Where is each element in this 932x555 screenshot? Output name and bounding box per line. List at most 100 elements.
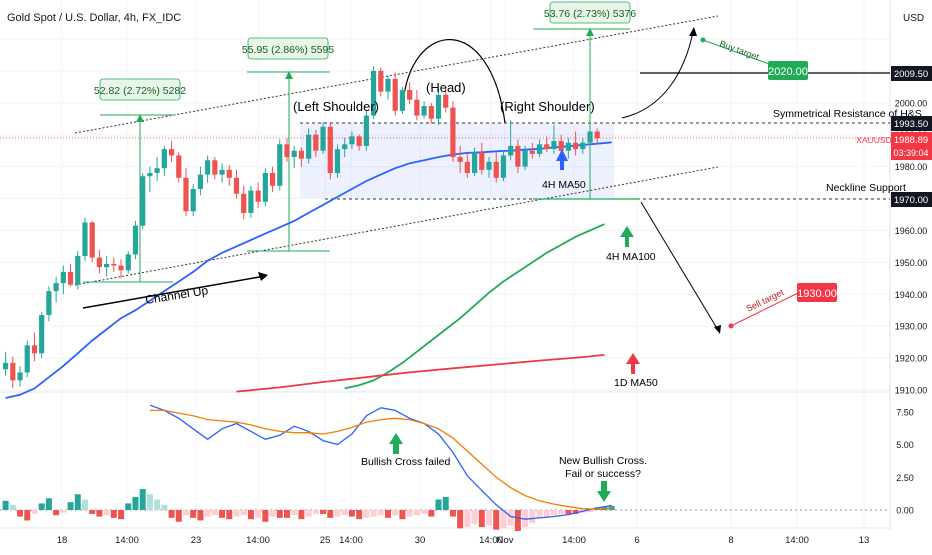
candle-body-38: [277, 144, 283, 186]
time-tick-6: 30: [415, 535, 426, 546]
histogram-bar-50: [363, 510, 370, 518]
histogram-bar-22: [161, 504, 168, 510]
candle-body-69: [500, 155, 507, 178]
buy-target-dot: [700, 37, 706, 43]
histogram-bar-39: [283, 510, 290, 518]
candle-body-77: [558, 141, 564, 151]
candle-body-74: [536, 144, 543, 154]
histogram-bar-34: [247, 510, 254, 520]
measure-left-label: 52.82 (2.72%) 5282: [94, 78, 186, 101]
candle-body-43: [313, 134, 319, 151]
candle-body-12: [89, 222, 95, 258]
oscillator-lines: [149, 404, 612, 520]
histogram-bar-53: [385, 510, 392, 518]
candlestick-series: [3, 66, 600, 389]
histogram-bar-73: [529, 510, 536, 524]
histogram-bar-12: [89, 510, 96, 514]
price-badge-1993-bg: [891, 116, 932, 131]
new-bullish-cross-line2: Fail or success?: [565, 468, 641, 480]
candle-body-11: [82, 222, 88, 256]
measure-mid-arrowhead: [285, 71, 293, 79]
histogram-bar-8: [60, 510, 67, 513]
candle-body-64: [464, 161, 470, 174]
measure-right-label-box: [549, 1, 631, 24]
candle-body-0: [3, 362, 9, 370]
histogram-bar-24: [175, 510, 182, 522]
measure-right-text: 53.76 (2.73%) 5376: [544, 8, 636, 20]
candle-body-33: [241, 193, 247, 213]
histogram-bar-33: [240, 510, 247, 516]
time-tick-0: 18: [57, 535, 68, 546]
time-tick-4: 25: [320, 535, 331, 546]
histogram-bar-48: [348, 510, 355, 517]
candle-body-6: [46, 291, 52, 316]
candle-body-56: [407, 90, 413, 100]
candle-body-15: [111, 263, 117, 266]
candle-body-5: [39, 315, 45, 354]
candle-body-62: [450, 107, 456, 158]
histogram-bar-66: [478, 510, 485, 528]
ma100-4h-arrow: [620, 226, 634, 247]
histogram-bar-25: [182, 510, 189, 516]
candle-body-55: [399, 90, 406, 111]
time-tick-9: 14:00: [562, 535, 586, 546]
head-label: (Head): [426, 80, 466, 95]
histogram-bar-42: [305, 510, 312, 517]
candle-body-23: [168, 149, 175, 156]
histogram-bar-61: [442, 496, 449, 510]
candle-body-73: [529, 150, 535, 154]
sell-target-line: [730, 291, 801, 327]
histogram-bar-26: [190, 510, 197, 518]
candle-body-42: [306, 134, 312, 159]
candle-body-41: [298, 150, 305, 159]
histogram-bar-6: [45, 498, 52, 510]
candle-body-37: [269, 173, 276, 186]
current-symbol-text: XAUUSD: [856, 135, 891, 145]
sell-target-badge: [797, 283, 837, 302]
candle-body-59: [428, 106, 434, 119]
candle-body-48: [349, 136, 355, 145]
histogram-bar-20: [146, 494, 153, 510]
buy-target-badge: [768, 61, 808, 80]
right-shoulder-label: (Right Shoulder): [500, 99, 595, 114]
candle-body-17: [125, 254, 131, 271]
candle-body-7: [53, 283, 59, 292]
price-badge-2009: 2009.50: [891, 66, 932, 81]
histogram-bar-58: [421, 510, 428, 514]
candle-body-47: [342, 144, 348, 150]
histogram-bar-67: [486, 510, 493, 526]
candle-body-67: [486, 161, 492, 170]
histogram-bar-71: [514, 510, 521, 531]
sell-projection-arrowhead: [714, 325, 721, 334]
histogram-bar-72: [522, 510, 529, 528]
histogram-bar-52: [377, 510, 384, 516]
histogram-bar-32: [233, 510, 240, 517]
ma100-4h-label: 4H MA100: [606, 251, 656, 263]
current-countdown-text: 03:39:04: [893, 148, 928, 158]
histogram-bar-9: [67, 502, 74, 510]
candle-body-25: [183, 177, 189, 212]
left-shoulder-label: (Left Shoulder): [293, 99, 379, 114]
candle-body-31: [226, 169, 232, 178]
candle-body-39: [284, 144, 290, 158]
histogram-bar-62: [449, 510, 456, 517]
histogram-bar-7: [53, 510, 60, 516]
current-symbol-bg: [858, 133, 890, 146]
oscillator-tick-1: 5.00: [896, 440, 914, 450]
oscillator-axis[interactable]: 7.50 5.00 2.50 0.00: [896, 407, 914, 515]
sell-target-value: 1930.00: [797, 288, 837, 300]
candle-body-30: [219, 169, 225, 175]
candle-body-60: [435, 94, 442, 119]
histogram-bar-21: [154, 499, 161, 510]
histogram-bar-51: [370, 510, 377, 517]
bullish-cross-failed-label: Bullish Cross failed: [361, 456, 450, 468]
candle-body-49: [356, 136, 362, 146]
candle-body-58: [421, 106, 427, 116]
histogram-bar-29: [211, 510, 218, 516]
candle-body-18: [132, 225, 139, 255]
currency-label: USD: [903, 13, 924, 24]
price-badge-2020-bg: [891, 32, 932, 47]
